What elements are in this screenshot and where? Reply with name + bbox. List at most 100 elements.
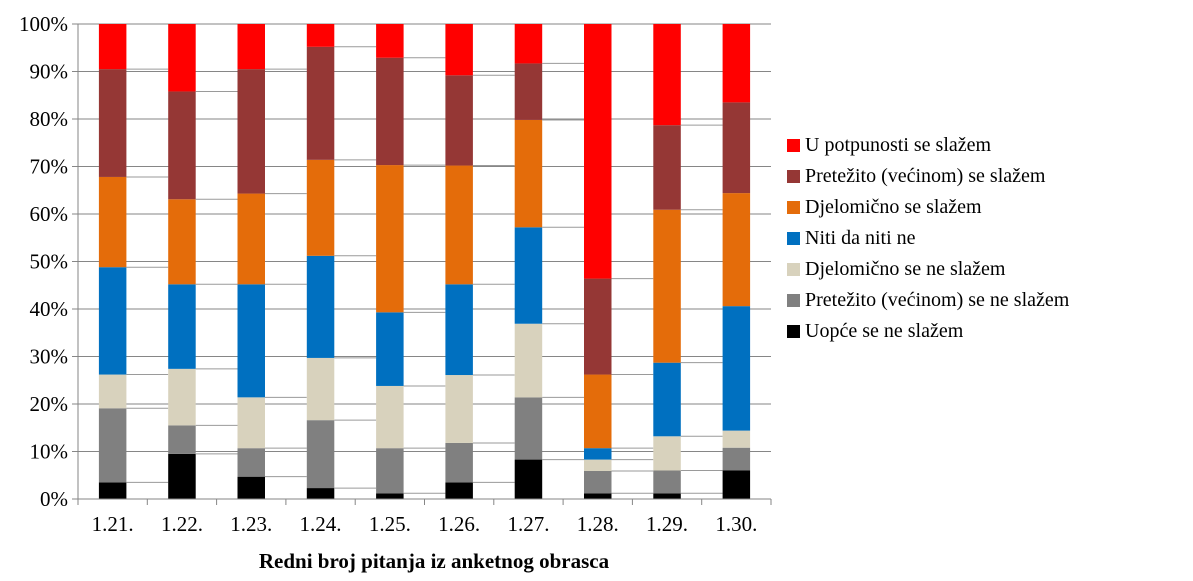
bar-segment	[445, 375, 473, 443]
bar-segment	[653, 24, 681, 126]
bar-segment	[445, 482, 473, 499]
x-axis-tick-labels: 1.21. 1.22. 1.23. 1.24. 1.25. 1.26. 1.27. 1.28.…	[92, 512, 758, 536]
y-tick-label: 100%	[19, 12, 68, 36]
legend-label: Uopće se ne slažem	[805, 320, 964, 342]
bar-segment	[168, 91, 196, 200]
x-tick-label: 1.26.	[438, 512, 480, 536]
bar-segment	[306, 357, 335, 421]
legend-item: Djelomično se ne slažem	[787, 254, 1187, 285]
bar-segment	[722, 447, 751, 471]
x-tick-label: 1.29.	[646, 512, 688, 536]
bar-segment	[98, 267, 127, 375]
bar-stack	[306, 24, 377, 499]
x-tick-label: 1.27.	[507, 512, 549, 536]
bar-segment	[237, 69, 265, 194]
y-tick-label: 80%	[30, 107, 69, 131]
bar-segment	[168, 368, 196, 426]
bar-segment	[168, 199, 196, 285]
x-axis-title: Redni broj pitanja iz anketnog obrasca	[259, 549, 610, 573]
bar-segment	[722, 306, 751, 431]
bar-segment	[653, 125, 681, 210]
bar-segment	[514, 63, 543, 120]
bar-segment	[306, 420, 335, 489]
bar-segment	[584, 24, 612, 279]
bar-segment	[376, 448, 404, 494]
legend-swatch	[787, 325, 800, 338]
legend-swatch	[787, 139, 800, 152]
bar-segment	[98, 176, 127, 268]
bar-segment	[98, 69, 127, 177]
bar-segment	[722, 193, 751, 307]
bar-stack	[168, 24, 238, 499]
bar-segment	[237, 448, 265, 477]
bar-segment	[653, 436, 681, 471]
bar-segment	[237, 193, 265, 285]
legend-label: Pretežito (većinom) se ne slažem	[805, 289, 1070, 311]
legend-label: Djelomično se ne slažem	[805, 258, 1006, 280]
bar-segment	[376, 24, 404, 58]
y-tick-label: 0%	[40, 487, 68, 511]
bar-stack	[98, 24, 169, 499]
bar-stack	[376, 24, 446, 499]
bar-segment	[306, 46, 335, 160]
bar-segment	[445, 24, 473, 76]
bar-segment	[445, 442, 473, 483]
bar-segment	[306, 159, 335, 256]
y-tick-label: 60%	[30, 202, 69, 226]
bar-segment	[722, 470, 751, 499]
bar-stack	[722, 24, 751, 499]
bar-segment	[445, 165, 473, 285]
bar-segment	[98, 408, 127, 483]
y-tick-label: 10%	[30, 440, 69, 464]
bar-stack	[514, 24, 584, 499]
bar-segment	[514, 459, 543, 499]
legend-item: Djelomično se slažem	[787, 192, 1187, 223]
bar-segment	[376, 165, 404, 313]
bar-segment	[376, 312, 404, 386]
bar-segment	[98, 24, 127, 70]
bar-segment	[237, 284, 265, 398]
x-tick-label: 1.21.	[92, 512, 134, 536]
bar-segment	[722, 430, 751, 448]
bars	[98, 24, 751, 499]
legend-label: U potpunosti se slažem	[805, 134, 992, 156]
legend-item: Pretežito (većinom) se slažem	[787, 161, 1187, 192]
bar-segment	[584, 459, 612, 471]
x-tick-label: 1.23.	[230, 512, 272, 536]
bar-segment	[584, 493, 612, 499]
bar-stack	[237, 24, 307, 499]
legend-swatch	[787, 294, 800, 307]
bar-segment	[584, 278, 612, 375]
bar-segment	[514, 119, 543, 228]
bar-segment	[168, 453, 196, 499]
bar-segment	[376, 57, 404, 166]
bar-segment	[445, 75, 473, 166]
bar-segment	[306, 24, 335, 47]
bar-segment	[237, 476, 265, 499]
x-tick-label: 1.22.	[161, 512, 203, 536]
x-tick-label: 1.25.	[369, 512, 411, 536]
y-tick-label: 50%	[30, 250, 69, 274]
x-tick-label: 1.28.	[577, 512, 619, 536]
bar-segment	[306, 255, 335, 358]
bar-stack	[653, 24, 723, 499]
bar-segment	[653, 209, 681, 363]
bar-segment	[653, 470, 681, 494]
legend: U potpunosti se slažem Pretežito (većinom…	[787, 130, 1187, 347]
y-axis-tick-labels: 0% 10% 20% 30% 40% 50% 60% 70% 80% 90% 100%	[19, 12, 78, 511]
legend-item: Pretežito (većinom) se ne slažem	[787, 285, 1187, 316]
legend-swatch	[787, 201, 800, 214]
x-tick-label: 1.24.	[300, 512, 342, 536]
y-tick-label: 90%	[30, 60, 69, 84]
legend-swatch	[787, 170, 800, 183]
bar-segment	[584, 470, 612, 494]
bar-stack	[584, 24, 654, 499]
legend-swatch	[787, 232, 800, 245]
bar-segment	[98, 374, 127, 409]
legend-label: Niti da niti ne	[805, 227, 916, 249]
legend-label: Pretežito (većinom) se slažem	[805, 165, 1046, 187]
bar-segment	[98, 482, 127, 499]
bar-segment	[722, 102, 751, 194]
y-tick-label: 40%	[30, 297, 69, 321]
